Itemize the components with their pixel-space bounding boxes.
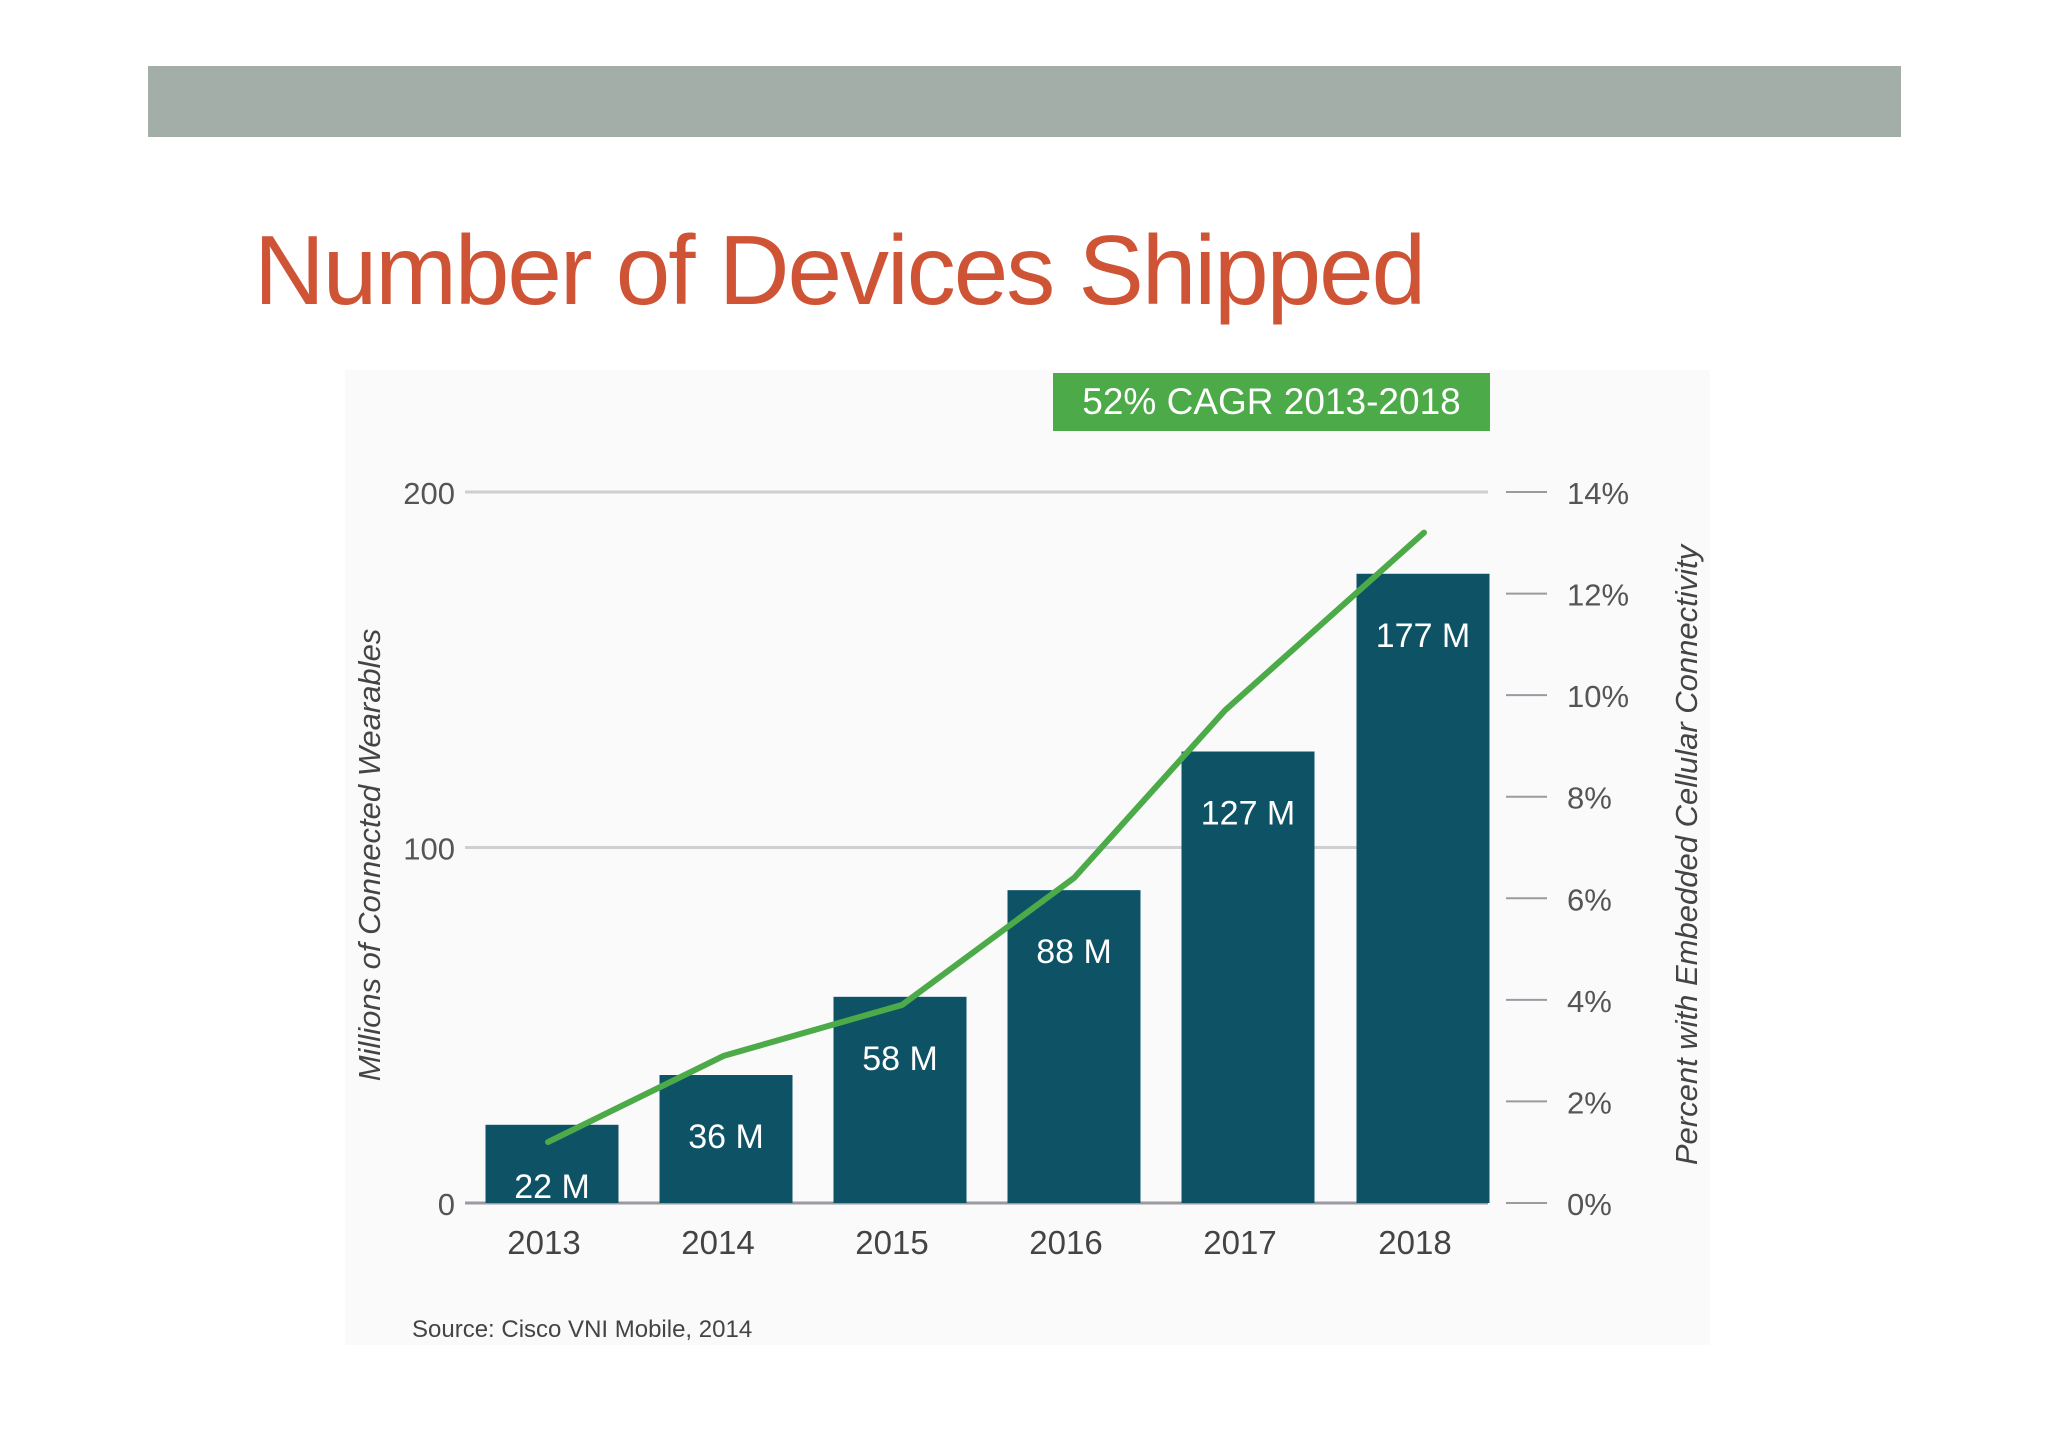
x-tick-label: 2017 [1203, 1224, 1276, 1261]
bar-value-label: 177 M [1376, 617, 1471, 655]
bar [833, 996, 967, 1203]
y2-tick-label: 10% [1567, 679, 1629, 714]
y2-tick-label: 8% [1567, 781, 1612, 816]
header-bar [148, 66, 1901, 137]
x-tick-label: 2018 [1378, 1224, 1451, 1261]
line-series-connectivity [545, 529, 1427, 1146]
y2-tick-label: 0% [1567, 1187, 1612, 1222]
bar-value-label: 36 M [688, 1118, 764, 1156]
slide-title: Number of Devices Shipped [254, 215, 1426, 325]
x-tick-label: 2015 [855, 1224, 928, 1261]
bar [1007, 890, 1141, 1203]
bar-value-label: 58 M [862, 1040, 938, 1078]
y2-tick-label: 4% [1567, 984, 1612, 1019]
bar-value-label: 22 M [514, 1168, 590, 1206]
source-note: Source: Cisco VNI Mobile, 2014 [412, 1316, 753, 1343]
cagr-badge: 52% CAGR 2013-2018 [1053, 373, 1490, 431]
bar-value-label: 88 M [1036, 933, 1112, 971]
x-tick-label: 2016 [1029, 1224, 1102, 1261]
bar [659, 1075, 793, 1203]
y-tick-label: 200 [403, 476, 455, 511]
y2-axis-title: Percent with Embedded Cellular Connectiv… [1669, 542, 1704, 1165]
bar [1181, 751, 1315, 1203]
x-tick-label: 2013 [507, 1224, 580, 1261]
bar [1356, 573, 1490, 1203]
x-tick-label: 2014 [681, 1224, 754, 1261]
y2-tick-label: 6% [1567, 882, 1612, 917]
y2-tick-label: 14% [1567, 476, 1629, 511]
y-axis-title: Millions of Connected Wearables [352, 629, 387, 1082]
y2-tick-label: 2% [1567, 1085, 1612, 1120]
y-tick-label: 0 [438, 1187, 455, 1222]
y2-tick-label: 12% [1567, 578, 1629, 613]
bar-value-label: 127 M [1201, 795, 1296, 833]
y-tick-label: 100 [403, 832, 455, 867]
